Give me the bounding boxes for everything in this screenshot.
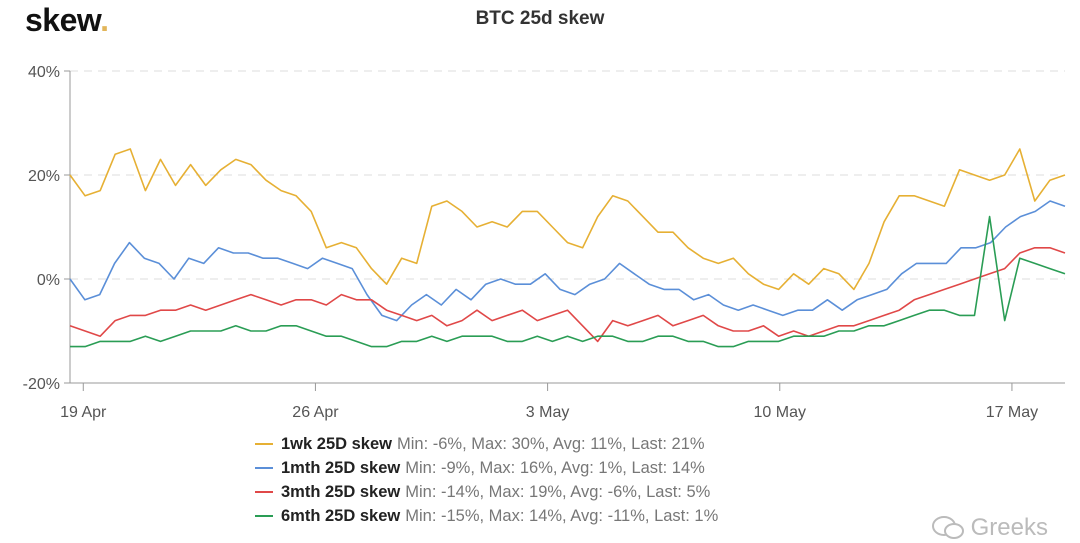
y-tick-label: 40% [28,64,60,81]
logo-dot: . [100,2,109,38]
wechat-icon [931,516,964,539]
y-tick-label: 0% [37,272,60,289]
legend-series-stats: Min: -6%, Max: 30%, Avg: 11%, Last: 21% [397,434,705,453]
legend-series-name: 1mth 25D skew [281,458,401,477]
legend-item[interactable]: 3mth 25D skew Min: -14%, Max: 19%, Avg: -… [255,480,718,504]
logo-text: skew [25,2,101,38]
x-tick-label: 10 May [754,404,806,421]
watermark-text: Greeks [970,514,1048,541]
chart-title: BTC 25d skew [475,8,605,29]
legend-swatch [255,443,273,445]
series-line-6mth [70,215,1066,348]
y-tick-label: 20% [28,168,60,185]
x-tick-label: 3 May [526,404,570,421]
series-line-1mth [69,200,1066,322]
legend: 1wk 25D skew Min: -6%, Max: 30%, Avg: 11%… [255,432,718,528]
x-tick-label: 19 Apr [60,404,107,421]
series-line-3mth [69,247,1066,343]
y-tick-label: -20% [23,376,60,393]
x-tick-label: 26 Apr [292,404,339,421]
legend-item[interactable]: 1wk 25D skew Min: -6%, Max: 30%, Avg: 11%… [255,432,718,456]
legend-series-stats: Min: -9%, Max: 16%, Avg: 1%, Last: 14% [405,458,705,477]
legend-item[interactable]: 1mth 25D skew Min: -9%, Max: 16%, Avg: 1%… [255,456,718,480]
legend-series-name: 3mth 25D skew [281,482,401,501]
legend-item[interactable]: 6mth 25D skew Min: -15%, Max: 14%, Avg: -… [255,504,718,528]
legend-swatch [255,467,273,469]
legend-swatch [255,491,273,493]
legend-series-name: 6mth 25D skew [281,506,401,525]
x-tick-label: 17 May [986,404,1038,421]
skew-logo: skew. [25,2,109,39]
legend-swatch [255,515,273,517]
legend-series-stats: Min: -14%, Max: 19%, Avg: -6%, Last: 5% [405,482,711,501]
series-line-1wk [69,148,1066,291]
legend-series-stats: Min: -15%, Max: 14%, Avg: -11%, Last: 1% [405,506,719,525]
legend-series-name: 1wk 25D skew [281,434,392,453]
watermark: Greeks [931,514,1048,542]
